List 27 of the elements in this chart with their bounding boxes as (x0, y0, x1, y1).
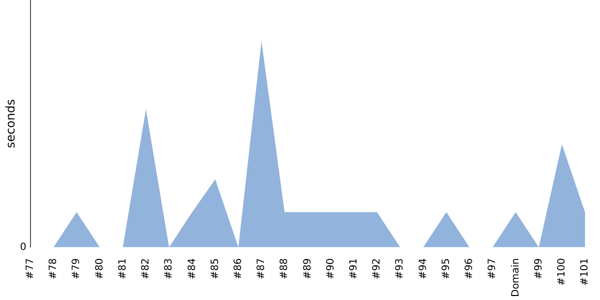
x-tick-label: #86 (232, 258, 244, 280)
x-tick-label: #100 (556, 258, 568, 286)
x-tick-label: #94 (418, 258, 429, 280)
x-tick-label: #82 (140, 258, 152, 280)
x-tick-label: #79 (71, 258, 82, 280)
annotation: 0 (20, 242, 26, 253)
x-tick-label: #87 (256, 258, 268, 280)
x-tick-label: #88 (279, 258, 290, 280)
x-tick-label: #93 (394, 258, 406, 280)
x-tick-label: #95 (440, 258, 452, 280)
x-tick-label: #83 (164, 258, 175, 280)
x-tick-label: #91 (348, 258, 360, 280)
x-tick-label: #81 (117, 258, 128, 280)
x-tick-label: #99 (533, 258, 544, 280)
x-tick-label: #89 (302, 258, 314, 280)
x-tick-label: #97 (487, 258, 498, 280)
x-tick-label: #78 (48, 258, 60, 280)
x-tick-label: #77 (24, 258, 36, 280)
y-axis-title: seconds (3, 99, 18, 148)
x-tick-label: #92 (372, 258, 383, 280)
x-tick-label: #85 (210, 258, 221, 280)
x-tick-label: Domain (510, 258, 522, 298)
x-tick-label: #80 (94, 258, 106, 280)
x-tick-label: #90 (325, 258, 336, 280)
x-tick-label: #101 (580, 258, 591, 286)
x-tick-label: #96 (464, 258, 476, 280)
x-tick-label: #84 (186, 258, 198, 280)
